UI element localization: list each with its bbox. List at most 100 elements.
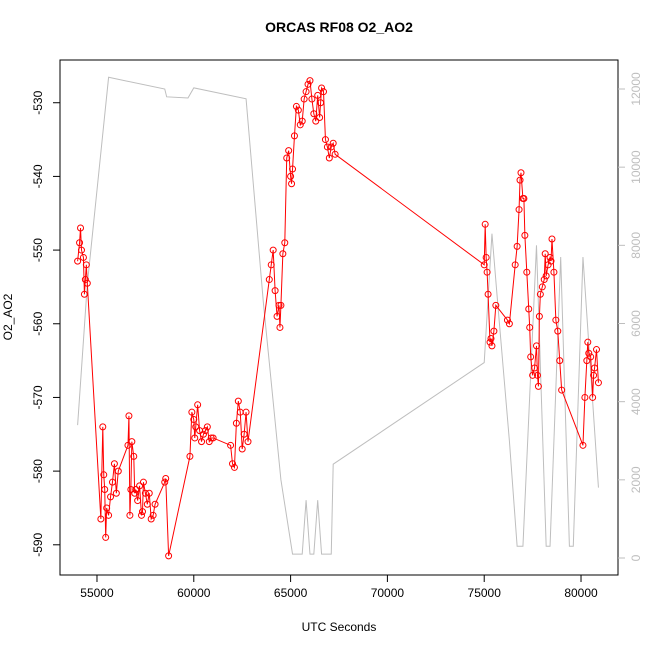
data-point: [234, 397, 242, 405]
data-point: [516, 176, 524, 184]
data-point: [244, 438, 252, 446]
data-point: [143, 500, 151, 508]
data-point: [540, 276, 548, 284]
data-point: [487, 334, 495, 342]
data-point: [325, 154, 333, 162]
data-point: [289, 165, 297, 173]
data-point: [238, 445, 246, 453]
data-point: [108, 478, 116, 486]
data-point: [288, 180, 296, 188]
data-point: [201, 427, 209, 435]
y2-tick-label: 8000: [629, 232, 643, 259]
data-point: [591, 364, 599, 372]
data-point: [290, 132, 298, 140]
data-point: [587, 353, 595, 361]
y-tick-label: -570: [31, 385, 45, 409]
y-axis-label: O2_AO2: [1, 293, 15, 340]
data-point: [276, 323, 284, 331]
data-point: [579, 441, 587, 449]
data-point: [513, 242, 521, 250]
plot-frame: [59, 59, 619, 576]
data-point: [165, 552, 173, 560]
data-point: [230, 463, 238, 471]
data-point: [100, 471, 108, 479]
data-point: [486, 338, 494, 346]
data-point: [310, 110, 318, 118]
y-tick-label: -590: [31, 532, 45, 556]
data-point: [521, 231, 529, 239]
data-point: [320, 88, 328, 96]
data-point: [484, 290, 492, 298]
data-point: [302, 88, 310, 96]
data-point: [556, 357, 564, 365]
data-point: [541, 250, 549, 258]
data-point: [138, 508, 146, 516]
data-point: [80, 290, 88, 298]
data-point: [242, 408, 250, 416]
x-tick-label: 70000: [371, 586, 405, 600]
data-point: [526, 323, 534, 331]
data-point: [103, 504, 111, 512]
data-point: [125, 412, 133, 420]
y2-tick-label: 0: [629, 554, 643, 561]
data-point: [533, 371, 541, 379]
data-point: [292, 102, 300, 110]
data-point: [531, 364, 539, 372]
y-tick-label: -530: [31, 90, 45, 114]
data-point: [548, 235, 556, 243]
data-point: [273, 312, 281, 320]
y2-tick-label: 4000: [629, 388, 643, 415]
data-point: [127, 486, 135, 494]
data-point: [488, 342, 496, 350]
y-tick-label: -540: [31, 164, 45, 188]
y2-tick-label: 10000: [629, 150, 643, 184]
data-point: [101, 486, 109, 494]
data-point: [97, 515, 105, 523]
data-point: [523, 268, 531, 276]
data-point: [581, 393, 589, 401]
y-tick-label: -550: [31, 238, 45, 262]
data-point: [482, 253, 490, 261]
data-point: [314, 91, 322, 99]
data-point: [77, 224, 85, 232]
data-point: [131, 489, 139, 497]
y2-tick-label: 12000: [629, 72, 643, 106]
data-point: [161, 478, 169, 486]
data-point: [162, 474, 170, 482]
data-point: [99, 423, 107, 431]
x-tick-label: 60000: [177, 586, 211, 600]
chart-title: ORCAS RF08 O2_AO2: [265, 19, 413, 35]
data-point: [321, 136, 329, 144]
data-point: [490, 327, 498, 335]
data-point: [139, 478, 147, 486]
data-point: [275, 301, 283, 309]
x-tick-label: 80000: [564, 586, 598, 600]
data-point: [536, 290, 544, 298]
data-point: [188, 408, 196, 416]
data-point: [110, 460, 118, 468]
data-point: [141, 489, 149, 497]
data-point: [132, 486, 140, 494]
data-point: [114, 467, 122, 475]
y-tick-label: -580: [31, 459, 45, 483]
data-point: [81, 276, 89, 284]
data-point: [227, 441, 235, 449]
data-point: [517, 169, 525, 177]
data-point: [525, 305, 533, 313]
data-point: [585, 349, 593, 357]
data-point: [134, 497, 142, 505]
data-point: [277, 301, 285, 309]
data-point: [312, 117, 320, 125]
data-point: [550, 268, 558, 276]
data-point: [194, 401, 202, 409]
x-tick-label: 75000: [468, 586, 502, 600]
data-point: [285, 147, 293, 155]
data-point: [271, 287, 279, 295]
data-point: [535, 312, 543, 320]
data-point: [298, 117, 306, 125]
data-point: [279, 250, 287, 258]
data-point: [511, 261, 519, 269]
data-point: [198, 438, 206, 446]
